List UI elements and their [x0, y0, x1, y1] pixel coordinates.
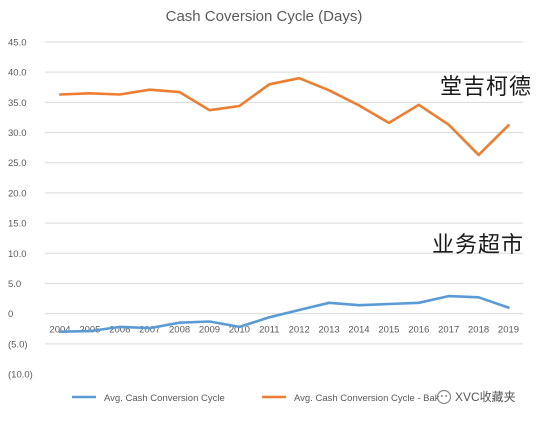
y-axis-ticks: 45.0 40.0 35.0 30.0 25.0 20.0 15.0 10.0 5.0 0 (5.0…	[8, 38, 33, 381]
legend: Avg. Cash Conversion Cycle Avg. Cash Conv…	[72, 393, 440, 404]
x-tick-label: 2016	[408, 325, 429, 336]
watermark-text: XVC收藏夹	[455, 390, 516, 404]
x-tick-label: 2017	[438, 325, 459, 336]
watermark: XVC收藏夹	[436, 389, 516, 405]
series-line-1	[58, 76, 510, 157]
y-tick-label: 0	[8, 309, 13, 320]
legend-label: Avg. Cash Conversion Cycle - Bak	[294, 393, 440, 404]
y-tick-label: 20.0	[8, 188, 27, 199]
y-tick-label: (5.0)	[8, 339, 28, 350]
gridlines	[45, 41, 523, 345]
y-tick-label: 10.0	[8, 249, 27, 260]
x-tick-label: 2015	[378, 325, 399, 336]
legend-label: Avg. Cash Conversion Cycle	[104, 393, 225, 404]
y-tick-label: (10.0)	[8, 370, 33, 381]
y-tick-label: 25.0	[8, 158, 27, 169]
x-tick-label: 2011	[259, 325, 279, 336]
x-tick-label: 2006	[109, 325, 130, 336]
x-tick-label: 2013	[319, 325, 340, 336]
x-tick-label: 2004	[49, 325, 70, 336]
x-tick-label: 2019	[498, 325, 519, 336]
x-tick-label: 2010	[229, 325, 250, 336]
series-lines	[58, 76, 510, 334]
x-tick-label: 2014	[348, 325, 369, 336]
annotation-orange: 堂吉柯德	[440, 75, 532, 100]
x-tick-label: 2012	[289, 325, 310, 336]
y-tick-label: 45.0	[8, 38, 27, 49]
y-tick-label: 35.0	[8, 98, 27, 109]
annotation-blue: 业务超市	[432, 233, 524, 258]
y-tick-label: 30.0	[8, 128, 27, 139]
x-tick-label: 2018	[468, 325, 489, 336]
watermark-icon	[436, 389, 452, 405]
x-tick-label: 2009	[199, 325, 220, 336]
x-axis-ticks: 2004 2005 2006 2007 2008 2009 2010 2011 2012 2013…	[49, 325, 519, 336]
watermark-icon-dot-right	[445, 395, 448, 397]
x-tick-label: 2008	[169, 325, 190, 336]
y-tick-label: 15.0	[8, 219, 27, 230]
chart-title: Cash Coversion Cycle (Days)	[166, 8, 363, 25]
watermark-icon-dot-left	[440, 395, 443, 397]
y-tick-label: 5.0	[8, 279, 21, 290]
series-line-0	[58, 294, 510, 334]
y-tick-label: 40.0	[8, 68, 27, 79]
x-tick-label: 2007	[139, 325, 160, 336]
